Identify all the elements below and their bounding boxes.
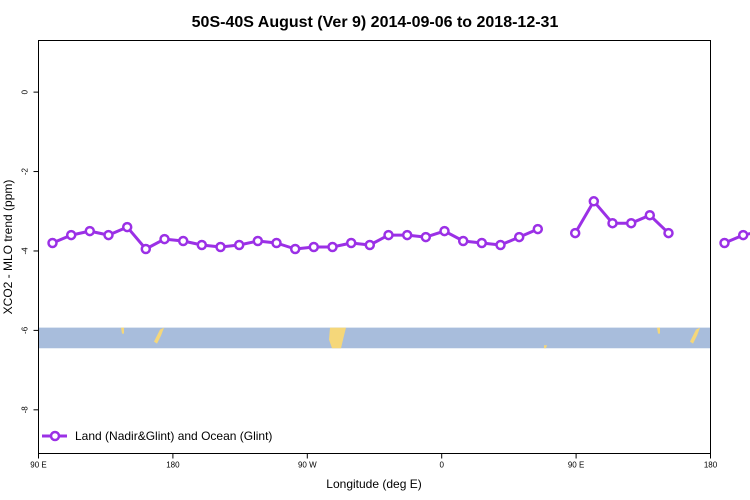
data-point <box>439 225 450 237</box>
y-tick-label: -6 <box>21 326 30 334</box>
data-point <box>569 227 581 239</box>
y-tick-label: -2 <box>21 167 30 175</box>
y-tick-label: 0 <box>21 89 30 94</box>
data-point <box>532 223 544 235</box>
x-tick-label: 90 E <box>568 461 584 470</box>
data-point <box>271 237 282 249</box>
land-tasmania <box>121 327 124 334</box>
series-layer <box>47 196 750 255</box>
data-point <box>495 239 506 251</box>
land-new-zealand-repeat <box>690 327 700 344</box>
data-point <box>84 225 96 237</box>
y-tick-label: -8 <box>21 406 30 414</box>
data-point <box>476 237 488 249</box>
legend-marker-swatch <box>49 430 61 442</box>
series-line <box>723 232 750 245</box>
land-islands <box>544 345 547 349</box>
data-point <box>588 196 600 207</box>
data-point <box>663 227 674 239</box>
x-tick-label: 90 E <box>30 461 46 470</box>
legend-label: Land (Nadir&Glint) and Ocean (Glint) <box>75 429 272 443</box>
latitude-band-strip <box>38 327 711 349</box>
data-point <box>103 229 114 241</box>
data-point <box>345 237 357 249</box>
land-tasmania-repeat <box>657 327 660 334</box>
x-tick-label: 0 <box>439 461 444 470</box>
data-point <box>65 229 77 241</box>
data-point <box>457 235 469 247</box>
data-point <box>644 209 656 221</box>
data-point <box>308 241 320 253</box>
x-axis: 90 E 180 90 W 0 90 E 180 <box>30 453 718 470</box>
data-point <box>513 231 525 243</box>
x-tick-label: 90 W <box>298 461 317 470</box>
data-point <box>233 239 245 251</box>
legend: Land (Nadir&Glint) and Ocean (Glint) <box>42 429 272 443</box>
y-axis-label: XCO2 - MLO trend (ppm) <box>1 180 15 315</box>
x-axis-label: Longitude (deg E) <box>326 477 421 491</box>
data-point <box>420 231 432 243</box>
y-tick-label: -4 <box>21 247 30 255</box>
data-point <box>252 235 264 247</box>
land-south-america <box>329 327 346 349</box>
data-point <box>121 221 133 233</box>
data-point <box>719 237 730 249</box>
data-point <box>177 235 189 247</box>
data-point <box>327 241 338 253</box>
y-axis: 0 -2 -4 -6 -8 <box>21 89 39 413</box>
data-point <box>215 241 226 253</box>
land-new-zealand <box>154 327 164 344</box>
data-point <box>140 243 152 255</box>
x-tick-label: 180 <box>704 461 718 470</box>
ocean-band <box>38 327 711 349</box>
data-point <box>196 239 208 251</box>
data-point <box>625 217 637 229</box>
data-point <box>289 243 301 255</box>
data-point <box>607 217 618 229</box>
plot-frame <box>38 40 711 454</box>
data-point <box>47 237 58 249</box>
data-point <box>401 229 413 241</box>
data-point <box>364 239 376 251</box>
data-point <box>383 229 394 241</box>
data-point <box>737 229 749 241</box>
x-tick-label: 180 <box>166 461 180 470</box>
chart-title: 50S-40S August (Ver 9) 2014-09-06 to 201… <box>192 14 559 31</box>
data-point <box>159 233 170 245</box>
